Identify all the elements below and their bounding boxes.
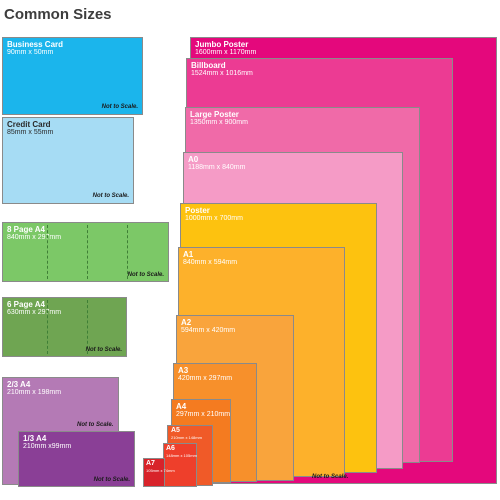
one-third-a4-name: 1/3 A4 — [23, 434, 47, 443]
six-page-fold-line-1 — [47, 300, 48, 354]
one-third-not-to-scale-note: Not to Scale. — [93, 477, 130, 483]
poster-dims: 1000mm x 700mm — [185, 215, 243, 222]
eight-page-a4-box: 8 Page A4 840mm x 297mm Not to Scale. — [2, 222, 169, 282]
six-page-not-to-scale-note: Not to Scale. — [85, 347, 122, 353]
a3-dims: 420mm x 297mm — [178, 375, 233, 382]
large-poster-name: Large Poster — [190, 110, 239, 119]
six-page-a4-box: 6 Page A4 630mm x 297mm Not to Scale. — [2, 297, 127, 357]
a1-name: A1 — [183, 250, 194, 259]
eight-page-a4-name: 8 Page A4 — [7, 225, 45, 234]
a2-dims: 594mm x 420mm — [181, 327, 236, 334]
a3-name: A3 — [178, 366, 189, 375]
poster-name: Poster — [185, 206, 210, 215]
a7-box: A7 105mm x 74mm — [143, 458, 175, 487]
a0-dims: 1188mm x 840mm — [188, 164, 246, 171]
a5-dims: 210mm x 148mm — [171, 435, 202, 440]
a5-name: A5 — [171, 427, 180, 434]
jumbo-poster-name: Jumbo Poster — [195, 40, 249, 49]
a4-name: A4 — [176, 402, 187, 411]
eight-page-not-to-scale-note: Not to Scale. — [127, 272, 164, 278]
a6-box: A6 148mm x 105mm — [163, 443, 197, 487]
one-third-a4-box: 1/3 A4 210mm x99mm Not to Scale. — [18, 431, 135, 487]
billboard-dims: 1524mm x 1016mm — [191, 70, 253, 77]
page-title: Common Sizes — [4, 6, 112, 23]
eight-page-fold-line-1 — [47, 225, 48, 279]
business-card-box: Business Card 90mm x 50mm Not to Scale. — [2, 37, 143, 115]
a7-dims: 105mm x 74mm — [146, 468, 175, 473]
a0-name: A0 — [188, 155, 199, 164]
billboard-name: Billboard — [191, 61, 226, 70]
credit-card-name: Credit Card — [7, 120, 51, 129]
two-thirds-a4-name: 2/3 A4 — [7, 380, 31, 389]
a4-dims: 297mm x 210mm — [176, 411, 231, 418]
credit-card-box: Credit Card 85mm x 55mm Not to Scale. — [2, 117, 134, 204]
large-poster-dims: 1350mm x 900mm — [190, 119, 248, 126]
a6-dims: 148mm x 105mm — [166, 453, 197, 458]
eight-page-fold-line-3 — [127, 225, 128, 279]
a6-name: A6 — [166, 445, 175, 452]
six-page-a4-name: 6 Page A4 — [7, 300, 45, 309]
stack-not-to-scale-note: Not to Scale. — [312, 474, 349, 480]
two-thirds-a4-dims: 210mm x 198mm — [7, 389, 62, 396]
eight-page-a4-dims: 840mm x 297mm — [7, 234, 62, 241]
one-third-a4-dims: 210mm x99mm — [23, 443, 72, 450]
credit-card-not-to-scale-note: Not to Scale. — [92, 193, 129, 199]
credit-card-dims: 85mm x 55mm — [7, 129, 54, 136]
a1-dims: 840mm x 594mm — [183, 259, 238, 266]
six-page-a4-dims: 630mm x 297mm — [7, 309, 62, 316]
business-card-name: Business Card — [7, 40, 64, 49]
a7-name: A7 — [146, 460, 155, 467]
jumbo-poster-dims: 1600mm x 1170mm — [195, 49, 257, 56]
two-thirds-not-to-scale-note: Not to Scale. — [77, 422, 114, 428]
business-card-not-to-scale-note: Not to Scale. — [101, 104, 138, 110]
eight-page-fold-line-2 — [87, 225, 88, 279]
six-page-fold-line-2 — [87, 300, 88, 354]
a2-name: A2 — [181, 318, 192, 327]
business-card-dims: 90mm x 50mm — [7, 49, 54, 56]
